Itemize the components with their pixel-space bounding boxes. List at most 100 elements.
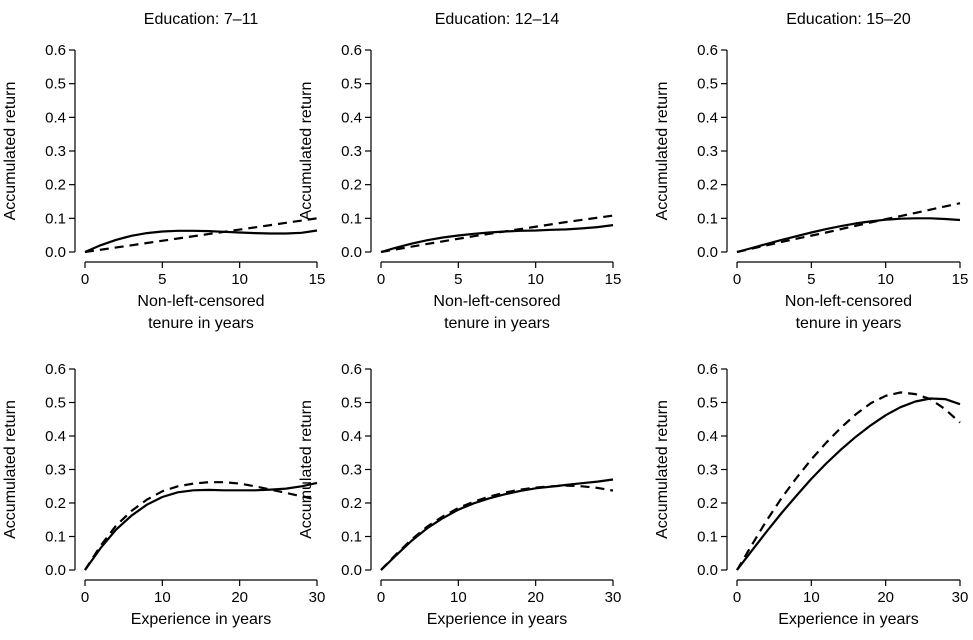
y-tick-label: 0.6 <box>45 361 66 378</box>
y-tick-label: 0.2 <box>45 177 66 194</box>
x-tick-label: 30 <box>952 589 969 606</box>
y-tick-label: 0.2 <box>341 177 362 194</box>
y-tick-label: 0.1 <box>45 529 66 546</box>
y-tick-label: 0.6 <box>45 42 66 59</box>
y-tick-label: 0.2 <box>697 495 718 512</box>
y-tick-label: 0.4 <box>697 428 718 445</box>
y-tick-label: 0.3 <box>697 462 718 479</box>
dashed-series-line <box>84 481 318 571</box>
y-axis-label: Accumulated return <box>654 82 671 221</box>
solid-series-line <box>736 397 961 571</box>
y-tick-label: 0.4 <box>45 109 66 126</box>
y-tick-label: 0.0 <box>697 562 718 579</box>
y-tick-label: 0.5 <box>45 76 66 93</box>
panel-6: 0.0 0.1 0.2 0.3 0.4 0.5 0.6 0 10 20 30 Accumulated … <box>654 361 968 628</box>
y-tick-label: 0.3 <box>45 143 66 160</box>
y-tick-label: 0.6 <box>341 361 362 378</box>
x-tick-label: 0 <box>377 271 385 288</box>
y-tick-label: 0.2 <box>341 495 362 512</box>
y-tick-label: 0.1 <box>341 529 362 546</box>
panel-title: Education: 12–14 <box>435 11 560 28</box>
x-tick-label: 20 <box>877 589 894 606</box>
x-tick-label: 10 <box>450 589 467 606</box>
x-axis-label: tenure in years <box>148 315 254 332</box>
y-tick-label: 0.4 <box>341 109 362 126</box>
x-tick-label: 0 <box>733 271 741 288</box>
y-tick-label: 0.5 <box>697 76 718 93</box>
y-tick-label: 0.6 <box>697 42 718 59</box>
y-tick-label: 0.0 <box>697 244 718 261</box>
x-tick-label: 10 <box>877 271 894 288</box>
y-tick-label: 0.5 <box>697 395 718 412</box>
y-tick-label: 0.3 <box>45 462 66 479</box>
dashed-series-line <box>380 484 614 571</box>
x-axis-label: Non-left-censored <box>137 293 264 310</box>
x-tick-label: 10 <box>231 271 248 288</box>
x-tick-label: 15 <box>605 271 622 288</box>
x-tick-label: 0 <box>81 271 89 288</box>
panel-2: 0.0 0.1 0.2 0.3 0.4 0.5 0.6 0 5 10 15 Education: 12… <box>298 11 621 332</box>
x-tick-label: 30 <box>605 589 622 606</box>
panel-4: 0.0 0.1 0.2 0.3 0.4 0.5 0.6 0 10 20 30 Accumulated … <box>2 361 325 628</box>
dashed-series-line <box>84 217 318 254</box>
dashed-series-line <box>380 214 614 254</box>
x-axis-label: Experience in years <box>427 611 568 628</box>
y-tick-label: 0.6 <box>341 42 362 59</box>
y-tick-label: 0.3 <box>697 143 718 160</box>
y-tick-label: 0.1 <box>697 210 718 227</box>
x-tick-label: 15 <box>309 271 326 288</box>
x-tick-label: 0 <box>81 589 89 606</box>
y-axis-label: Accumulated return <box>2 400 19 539</box>
x-tick-label: 5 <box>454 271 462 288</box>
panel-title: Education: 15–20 <box>786 11 911 28</box>
y-tick-label: 0.3 <box>341 143 362 160</box>
y-tick-label: 0.0 <box>45 244 66 261</box>
solid-series-line <box>736 217 961 254</box>
x-tick-label: 20 <box>527 589 544 606</box>
x-tick-label: 5 <box>158 271 166 288</box>
x-tick-label: 10 <box>803 589 820 606</box>
y-tick-label: 0.5 <box>341 395 362 412</box>
y-tick-label: 0.1 <box>697 529 718 546</box>
y-tick-label: 0.5 <box>45 395 66 412</box>
x-axis-label: tenure in years <box>796 315 902 332</box>
y-tick-label: 0.1 <box>341 210 362 227</box>
y-tick-label: 0.5 <box>341 76 362 93</box>
y-tick-label: 0.4 <box>697 109 718 126</box>
y-axis-label: Accumulated return <box>298 400 315 539</box>
panel-title: Education: 7–11 <box>144 11 259 28</box>
y-axis-label: Accumulated return <box>2 82 19 221</box>
y-tick-label: 0.4 <box>341 428 362 445</box>
x-axis-label: Non-left-censored <box>785 293 912 310</box>
y-tick-label: 0.0 <box>341 244 362 261</box>
y-tick-label: 0.2 <box>45 495 66 512</box>
y-tick-label: 0.6 <box>697 361 718 378</box>
solid-series-line <box>380 478 614 571</box>
panel-3: 0.0 0.1 0.2 0.3 0.4 0.5 0.6 0 5 10 15 Education: 15… <box>654 11 968 332</box>
y-tick-label: 0.2 <box>697 177 718 194</box>
x-tick-label: 5 <box>807 271 815 288</box>
x-axis-label: Non-left-censored <box>433 293 560 310</box>
y-tick-label: 0.1 <box>45 210 66 227</box>
y-tick-label: 0.4 <box>45 428 66 445</box>
x-axis-label: Experience in years <box>131 611 272 628</box>
x-tick-label: 10 <box>527 271 544 288</box>
solid-series-line <box>380 224 614 254</box>
x-tick-label: 10 <box>154 589 171 606</box>
solid-series-line <box>84 229 318 254</box>
y-axis-label: Accumulated return <box>654 400 671 539</box>
x-tick-label: 0 <box>733 589 741 606</box>
dashed-series-line <box>736 202 961 254</box>
x-tick-label: 15 <box>952 271 969 288</box>
x-tick-label: 30 <box>309 589 326 606</box>
solid-series-line <box>84 481 318 571</box>
x-tick-label: 20 <box>231 589 248 606</box>
y-axis-label: Accumulated return <box>298 82 315 221</box>
x-axis-label: tenure in years <box>444 315 550 332</box>
x-tick-label: 0 <box>377 589 385 606</box>
y-tick-label: 0.0 <box>341 562 362 579</box>
y-tick-label: 0.3 <box>341 462 362 479</box>
y-tick-label: 0.0 <box>45 562 66 579</box>
